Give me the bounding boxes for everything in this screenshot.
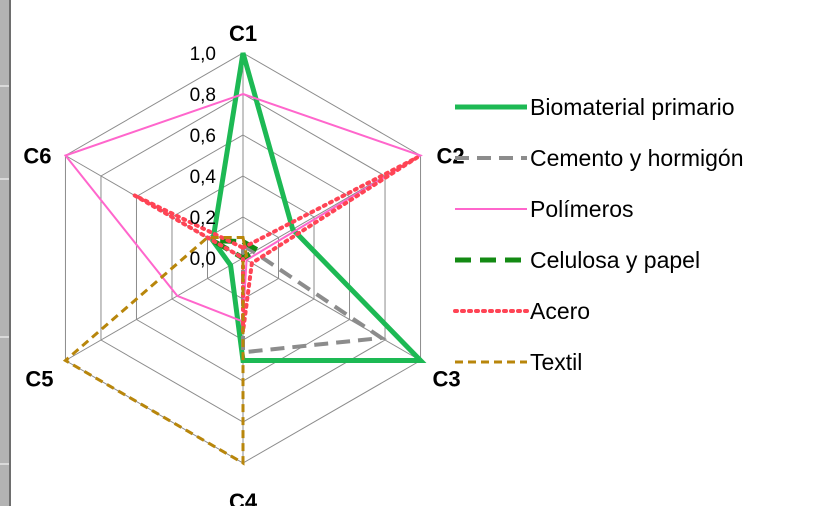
radar-tick-labels: 0,0 0,2 0,4 0,6 0,8 1,0 bbox=[190, 44, 217, 270]
legend-label: Acero bbox=[530, 298, 590, 324]
axis-spoke bbox=[242, 257, 421, 361]
tick-label: 0,0 bbox=[190, 249, 216, 270]
window-edge-segment bbox=[0, 336, 9, 338]
window-edge-line bbox=[9, 0, 11, 506]
axis-label: C4 bbox=[229, 489, 258, 506]
series-line bbox=[62, 236, 249, 466]
legend-label: Textil bbox=[530, 349, 582, 375]
legend-label: Cemento y hormigón bbox=[530, 145, 744, 171]
legend-label: Biomaterial primario bbox=[530, 94, 735, 120]
axis-label: C1 bbox=[229, 21, 257, 46]
window-edge-strip bbox=[0, 0, 9, 506]
legend-label: Celulosa y papel bbox=[530, 247, 700, 273]
tick-label: 0,8 bbox=[190, 85, 216, 106]
axis-label: C5 bbox=[25, 367, 53, 392]
tick-label: 0,4 bbox=[190, 167, 217, 188]
tick-label: 0,6 bbox=[190, 126, 216, 147]
axis-label: C6 bbox=[23, 144, 51, 169]
window-edge-segment bbox=[0, 178, 9, 180]
chart-legend: Biomaterial primario Cemento y hormigón Po… bbox=[453, 94, 744, 375]
axis-label: C3 bbox=[432, 367, 460, 392]
tick-label: 0,2 bbox=[190, 208, 216, 229]
tick-label: 1,0 bbox=[190, 44, 216, 65]
window-edge-segment bbox=[0, 85, 9, 87]
radar-series-group bbox=[62, 52, 427, 466]
window-edge-segment bbox=[0, 463, 9, 465]
axis-spoke bbox=[65, 257, 244, 361]
series-line bbox=[133, 155, 419, 333]
legend-label: Polímeros bbox=[530, 196, 634, 222]
